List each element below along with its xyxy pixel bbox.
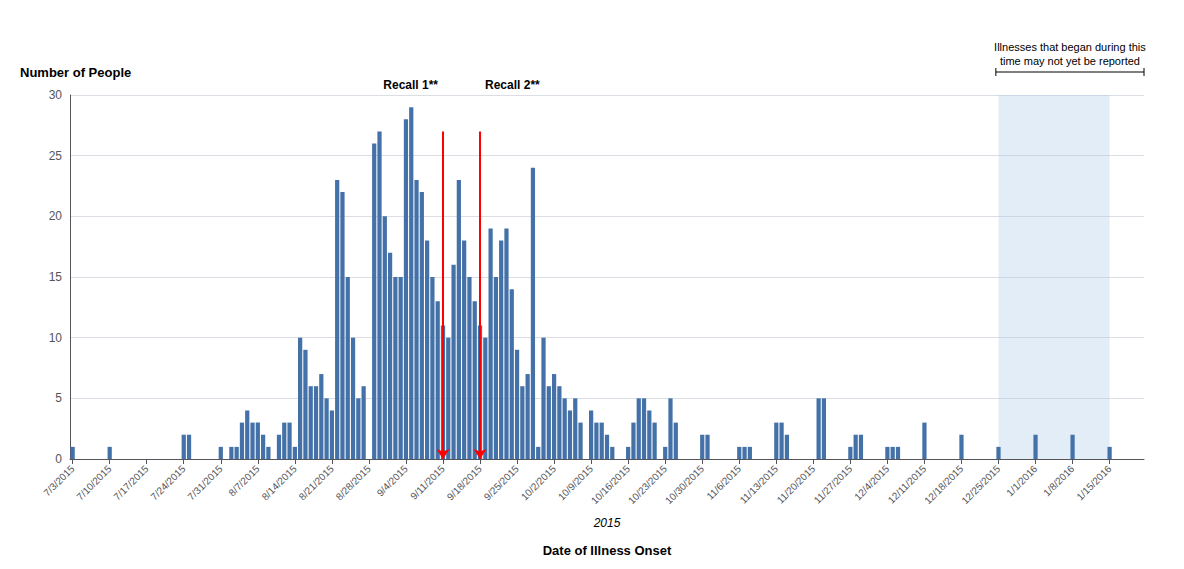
- svg-text:10/30/2015: 10/30/2015: [663, 463, 706, 506]
- svg-text:12/25/2015: 12/25/2015: [959, 463, 1002, 506]
- svg-text:8/21/2015: 8/21/2015: [297, 463, 337, 503]
- svg-text:11/13/2015: 11/13/2015: [738, 463, 781, 506]
- svg-text:20: 20: [49, 209, 63, 223]
- svg-text:7/24/2015: 7/24/2015: [148, 463, 188, 503]
- svg-text:11/27/2015: 11/27/2015: [812, 463, 855, 506]
- svg-text:25: 25: [49, 149, 63, 163]
- svg-text:9/11/2015: 9/11/2015: [408, 463, 447, 502]
- svg-text:1/15/2016: 1/15/2016: [1074, 463, 1114, 503]
- svg-text:12/18/2015: 12/18/2015: [922, 463, 966, 507]
- svg-text:9/18/2015: 9/18/2015: [445, 463, 485, 503]
- svg-text:7/31/2015: 7/31/2015: [185, 463, 225, 503]
- svg-text:11/20/2015: 11/20/2015: [775, 463, 818, 506]
- svg-text:9/25/2015: 9/25/2015: [482, 463, 522, 503]
- svg-text:10/9/2015: 10/9/2015: [556, 463, 596, 503]
- svg-text:10/2/2015: 10/2/2015: [519, 463, 559, 503]
- svg-text:8/7/2015: 8/7/2015: [226, 463, 262, 499]
- svg-text:8/28/2015: 8/28/2015: [334, 463, 374, 503]
- svg-text:Recall 2**: Recall 2**: [485, 78, 540, 92]
- svg-text:Number of People: Number of People: [20, 65, 131, 80]
- svg-text:Illnesses that began during th: Illnesses that began during this: [994, 41, 1146, 53]
- svg-text:1/1/2016: 1/1/2016: [1004, 463, 1040, 499]
- svg-text:7/17/2015: 7/17/2015: [111, 463, 151, 503]
- svg-text:7/3/2015: 7/3/2015: [41, 463, 77, 499]
- svg-text:7/10/2015: 7/10/2015: [74, 463, 114, 503]
- svg-text:0: 0: [55, 452, 62, 466]
- svg-text:10: 10: [49, 331, 63, 345]
- svg-text:time may not yet be reported: time may not yet be reported: [1000, 55, 1140, 67]
- svg-text:10/23/2015: 10/23/2015: [626, 463, 670, 507]
- svg-text:Recall 1**: Recall 1**: [383, 78, 438, 92]
- svg-text:9/4/2015: 9/4/2015: [375, 463, 411, 499]
- svg-text:8/14/2015: 8/14/2015: [260, 463, 300, 503]
- svg-text:2015: 2015: [593, 516, 621, 530]
- svg-text:12/11/2015: 12/11/2015: [885, 463, 929, 506]
- svg-text:Date of Illness Onset: Date of Illness Onset: [543, 543, 672, 558]
- svg-text:11/6/2015: 11/6/2015: [704, 463, 743, 502]
- svg-text:15: 15: [49, 270, 63, 284]
- svg-text:12/4/2015: 12/4/2015: [852, 463, 892, 503]
- svg-text:1/8/2016: 1/8/2016: [1041, 463, 1077, 499]
- svg-text:10/16/2015: 10/16/2015: [588, 463, 633, 507]
- svg-text:30: 30: [49, 88, 63, 102]
- svg-text:5: 5: [55, 391, 62, 405]
